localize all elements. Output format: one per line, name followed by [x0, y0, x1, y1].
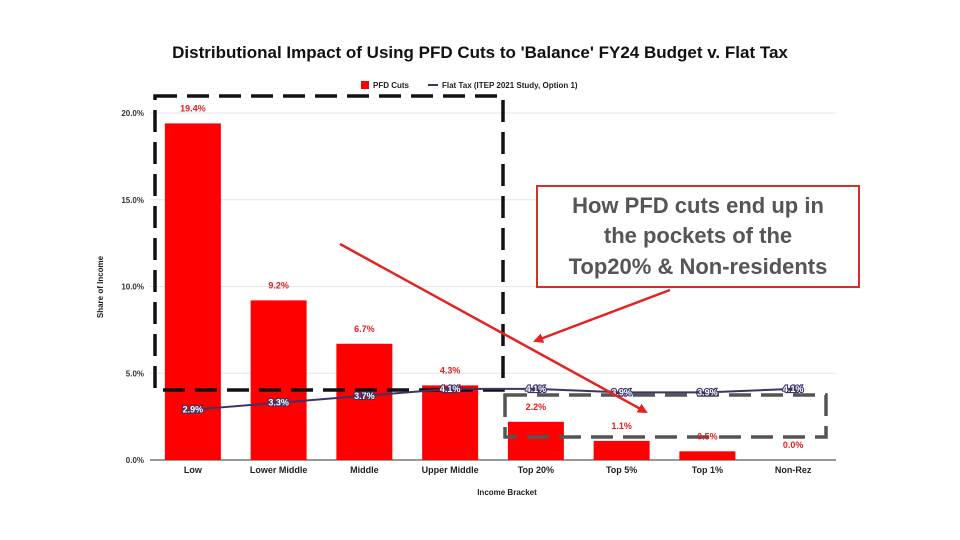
x-category-label: Top 5%	[606, 465, 637, 475]
flat-tax-point	[362, 393, 367, 398]
category-layer: Low Lower Middle Middle Upper Middle Top 20%…	[184, 465, 812, 475]
callout: How PFD cuts end up in the pockets of th…	[339, 185, 860, 414]
y-tick-label: 5.0%	[126, 369, 144, 378]
flat-tax-line-layer	[190, 386, 796, 412]
x-category-label: Non-Rez	[775, 465, 812, 475]
callout-box	[536, 185, 860, 288]
bar-data-label: 0.5%	[697, 431, 718, 441]
x-category-label: Low	[184, 465, 203, 475]
bar-pfd-cuts	[507, 421, 564, 460]
bar-data-label: 19.4%	[180, 103, 206, 113]
x-category-label: Lower Middle	[250, 465, 308, 475]
flat-tax-data-label: 4.1%	[783, 384, 804, 394]
bar-pfd-cuts	[336, 343, 393, 460]
bar-data-label: 2.2%	[526, 402, 547, 412]
flat-tax-data-label: 3.7%	[354, 391, 375, 401]
y-tick-label: 20.0%	[121, 109, 144, 118]
flat-tax-point	[276, 400, 281, 405]
x-category-label: Top 20%	[518, 465, 554, 475]
dashed-box-lower-brackets	[153, 94, 505, 392]
y-tick-label: 0.0%	[126, 456, 144, 465]
bar-pfd-cuts	[164, 123, 221, 460]
bar-layer	[164, 123, 736, 460]
flat-tax-data-label: 3.3%	[268, 398, 289, 408]
flat-tax-data-label: 4.1%	[526, 384, 547, 394]
bar-data-label: 9.2%	[268, 280, 289, 290]
flat-tax-point	[619, 390, 624, 395]
bar-data-label: 1.1%	[611, 421, 632, 431]
chart-title: Distributional Impact of Using PFD Cuts …	[172, 43, 788, 62]
x-category-label: Middle	[350, 465, 379, 475]
flat-tax-point	[705, 390, 710, 395]
data-label-layer: 19.4% 9.2% 6.7% 4.3% 2.2% 1.1% 0.5% 0.0% 2.9% 3.3…	[180, 103, 804, 450]
x-category-label: Upper Middle	[422, 465, 479, 475]
bar-data-label: 4.3%	[440, 365, 461, 375]
bar-pfd-cuts	[422, 385, 479, 460]
flat-tax-data-label: 4.1%	[440, 384, 461, 394]
callout-line-3: Top20% & Non-residents	[569, 254, 828, 279]
dashed-box-top-brackets	[503, 393, 828, 439]
y-tick-layer: 0.0% 5.0% 10.0% 15.0% 20.0%	[121, 109, 144, 465]
y-tick-label: 10.0%	[121, 283, 144, 292]
flat-tax-line	[192, 387, 794, 411]
flat-tax-data-label: 2.9%	[183, 405, 204, 415]
bar-pfd-cuts	[593, 440, 650, 460]
arrow-to-top-brackets	[339, 242, 648, 414]
flat-tax-point	[791, 386, 796, 391]
flat-tax-data-label: 3.9%	[697, 387, 718, 397]
legend-label-flat-tax: Flat Tax (ITEP 2021 Study, Option 1)	[442, 81, 578, 90]
bar-data-label: 6.7%	[354, 324, 375, 334]
legend: PFD Cuts Flat Tax (ITEP 2021 Study, Opti…	[361, 81, 578, 90]
bar-pfd-cuts	[250, 300, 307, 460]
bar-data-label: 0.0%	[783, 440, 804, 450]
callout-line-1: How PFD cuts end up in	[572, 193, 824, 218]
flat-tax-point	[448, 386, 453, 391]
legend-label-pfd-cuts: PFD Cuts	[373, 81, 410, 90]
x-axis-title: Income Bracket	[477, 488, 537, 497]
bar-pfd-cuts	[679, 451, 736, 460]
y-axis-title: Share of Income	[96, 255, 105, 318]
flat-tax-point	[533, 386, 538, 391]
x-category-label: Top 1%	[692, 465, 723, 475]
arrow-from-callout	[533, 288, 671, 343]
y-tick-label: 15.0%	[121, 196, 144, 205]
flat-tax-point	[190, 407, 195, 412]
callout-line-2: the pockets of the	[604, 223, 792, 248]
legend-swatch-pfd-cuts	[361, 81, 369, 89]
